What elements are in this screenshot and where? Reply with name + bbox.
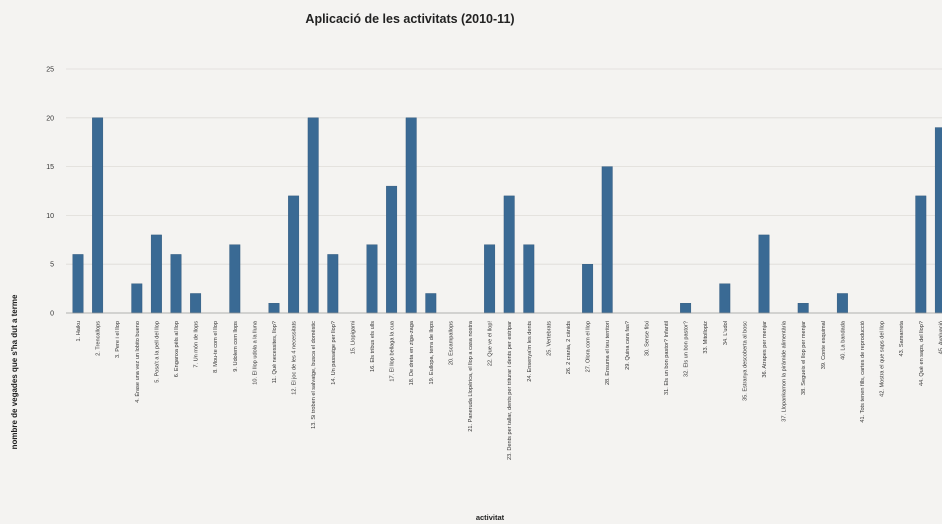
bar [366,244,378,314]
y-axis-label: nombre de vegades que s'ha dut a terme [10,294,19,449]
y-tick-label: 25 [46,67,54,74]
bars [72,117,942,314]
x-tick-label: 39. Conte esquimal [821,321,827,369]
x-tick-label: 32. Els un bon pastor? [684,321,690,377]
bar [72,254,84,314]
bar [190,293,202,314]
bar [836,293,848,314]
y-tick-label: 20 [46,115,54,122]
chart-title: Aplicació de les activitats (2010-11) [305,12,514,26]
x-tick-label: 3. Pere i el llop [115,321,121,358]
x-tick-label: 18. De dreta en ziga-zaga [409,320,415,385]
x-tick-label: 35. Estranya descoberta al bosc [742,321,748,401]
x-tick-label: 1. Haiku [76,321,82,342]
x-tick-label: 16. Els tribus els ulls [370,321,376,372]
x-tick-label: 12. El joc de les 4 necessitats [292,321,298,395]
x-tick-label: 20. Escampallops [448,321,454,365]
x-tick-label: 33. Mitollopiz [703,321,709,354]
x-tick-label: 45. Avaluació [938,321,942,354]
x-tick-label: 17. El llop bellaga la cua [390,320,396,382]
bar [425,293,437,314]
x-tick-label: 40. La bandada [840,320,846,360]
bar [327,254,339,314]
x-axis-label: activitat [476,513,505,522]
x-tick-label: 21. Paneruda Llopèrica, el llop a casa n… [468,320,474,432]
bar [523,244,535,314]
x-tick-label: 26. 2 crania, 2 cànids [566,321,572,374]
bar [503,195,515,314]
x-tick-label: 36. Atrapes per menjar [762,321,768,378]
x-tick-label: 14. Un passatge per llop? [331,321,337,385]
bar [719,283,731,314]
x-axis-category-labels: 1. Haiku 2. Trencallops 3. Pere i el llop 4… [76,320,942,460]
x-tick-label: 4. Érase una vez un lobito bueno [134,321,141,403]
y-tick-label: 5 [50,262,54,269]
x-tick-label: 44. Què en saps, del llop? [919,321,925,386]
x-tick-label: 13. Si troben el salvatge, busca el domè… [311,321,317,429]
x-tick-label: 2. Trencallops [96,321,102,356]
x-tick-label: 42. Mostra el que saps del llop [880,321,886,397]
x-tick-label: 15. Llopigami [350,321,356,354]
bar [131,283,143,314]
x-tick-label: 8. Mou-te com el llop [213,321,219,373]
gridlines [66,68,942,265]
y-tick-label: 15 [46,164,54,171]
x-tick-label: 29. Quina cara fas? [625,321,631,370]
bar [307,117,319,314]
x-tick-label: 27. Olora com el llop [586,321,592,372]
bar [92,117,104,314]
bar [758,234,770,314]
bar [170,254,182,314]
x-tick-label: 19. Eullopa, terra de llops [429,321,435,385]
bar [386,185,398,314]
x-tick-label: 25. Vertebrats [546,321,552,356]
x-tick-label: 37. Llopankamon la piràmide alimentària [782,320,788,422]
x-tick-label: 22. Que ve el llop! [488,321,494,367]
x-tick-label: 7. Un món de llops [194,321,200,368]
bar [582,264,594,314]
x-tick-label: 43. Samarreta [899,320,905,356]
x-tick-label: 28. Ensuma el teu territori [605,321,611,385]
x-tick-label: 24. Ensenya'm les dents [527,321,533,382]
bar [915,195,927,314]
bar [229,244,241,314]
bar [405,117,417,314]
bar [484,244,496,314]
x-tick-label: 5. Posa't a la pell del llop [154,321,160,383]
y-tick-label: 0 [50,311,54,318]
x-tick-label: 34. L'udol [723,321,729,345]
y-tick-label: 10 [46,213,54,220]
x-tick-label: 38. Segueix el llop per menjar [801,321,807,395]
bar [934,127,942,314]
x-tick-label: 11. Què necessites, llop? [272,321,278,383]
x-tick-label: 31. Els un bon pastor? Infantil [664,321,670,395]
bar [601,166,613,314]
x-tick-label: 30. Sense fitxi [644,321,650,356]
x-tick-label: 23. Dents per tallar, dents per triturar… [507,321,513,460]
bar [797,303,809,314]
x-tick-label: 6. Enganxa pèls al llop [174,321,180,377]
x-tick-label: 10. El llop udola a la lluna [252,320,258,385]
bar [680,303,692,314]
x-tick-label: 9. Udolem com llops [233,321,239,372]
y-axis-ticks: 0 5 10 15 20 25 [46,67,54,318]
x-tick-label: 41. Tots tenen fills, cartes de reproduc… [860,321,866,423]
bar [268,303,280,314]
bar [288,195,300,314]
bar [150,234,162,314]
